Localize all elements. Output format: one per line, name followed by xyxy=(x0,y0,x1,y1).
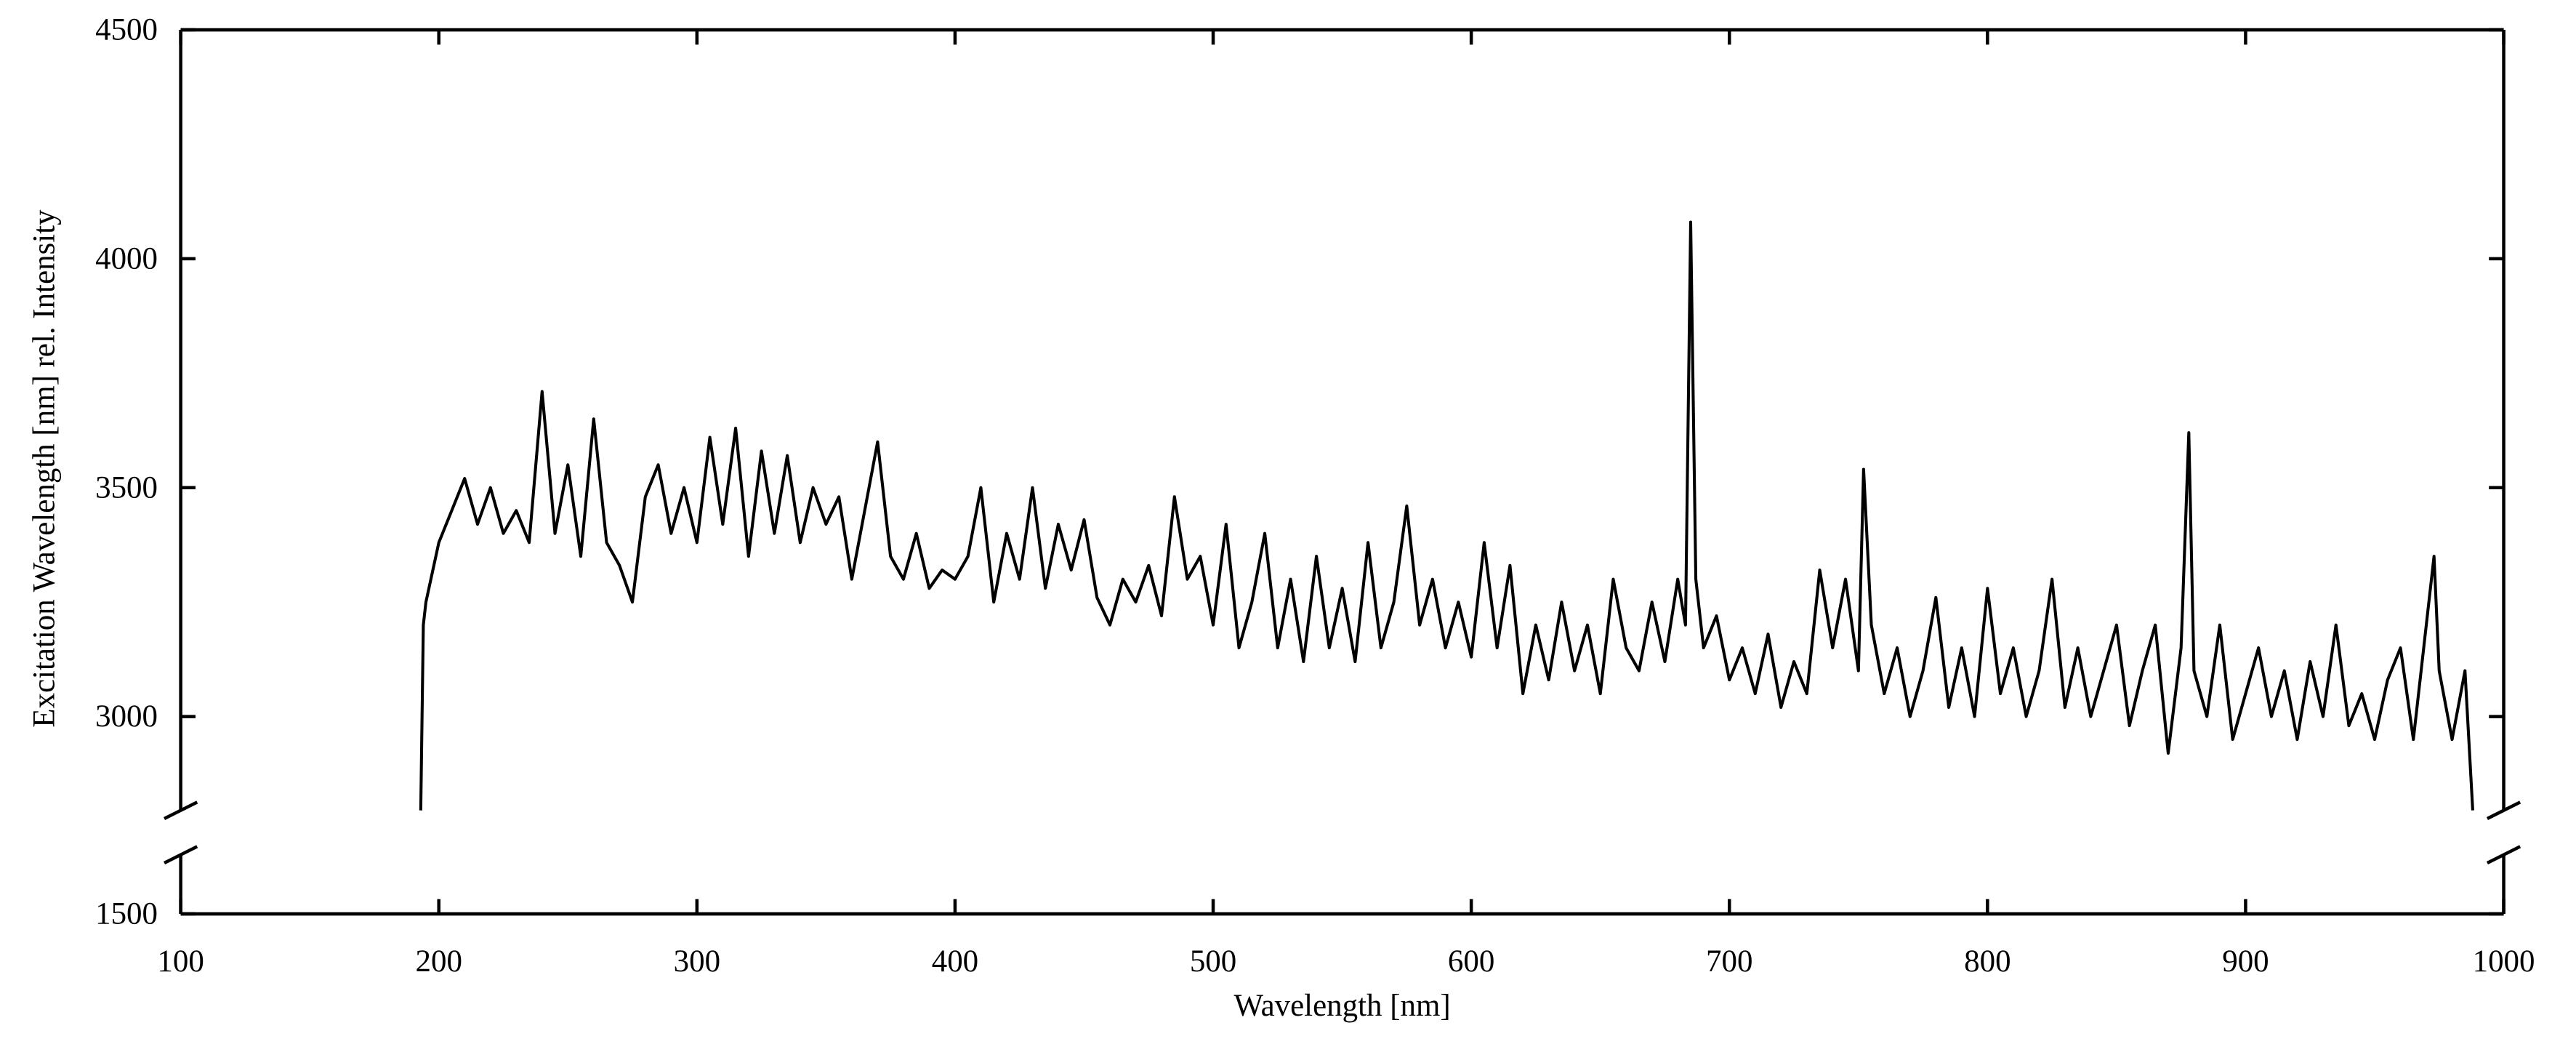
y-tick-label: 3000 xyxy=(95,699,158,734)
x-tick-label: 900 xyxy=(2222,944,2269,979)
x-tick-label: 800 xyxy=(1964,944,2011,979)
y-tick-label: 3500 xyxy=(95,470,158,505)
y-tick-label: 1500 xyxy=(95,897,158,931)
axis-break xyxy=(2486,845,2521,865)
x-tick-label: 1000 xyxy=(2473,944,2535,979)
axis-break xyxy=(164,800,198,820)
x-tick-label: 200 xyxy=(416,944,462,979)
x-tick-label: 100 xyxy=(157,944,204,979)
x-tick-label: 600 xyxy=(1448,944,1494,979)
axis-break xyxy=(2486,800,2521,820)
y-axis-label: Excitation Wavelength [nm] rel. Intensit… xyxy=(28,209,62,728)
x-tick-label: 400 xyxy=(932,944,978,979)
x-tick-label: 500 xyxy=(1190,944,1236,979)
x-tick-label: 300 xyxy=(674,944,720,979)
y-tick-label: 4500 xyxy=(95,13,158,47)
x-axis-label: Wavelength [nm] xyxy=(1233,989,1450,1023)
y-tick-label: 4000 xyxy=(95,241,158,276)
axis-break xyxy=(164,845,198,865)
spectrum-line xyxy=(419,220,2474,811)
x-tick-label: 700 xyxy=(1706,944,1752,979)
